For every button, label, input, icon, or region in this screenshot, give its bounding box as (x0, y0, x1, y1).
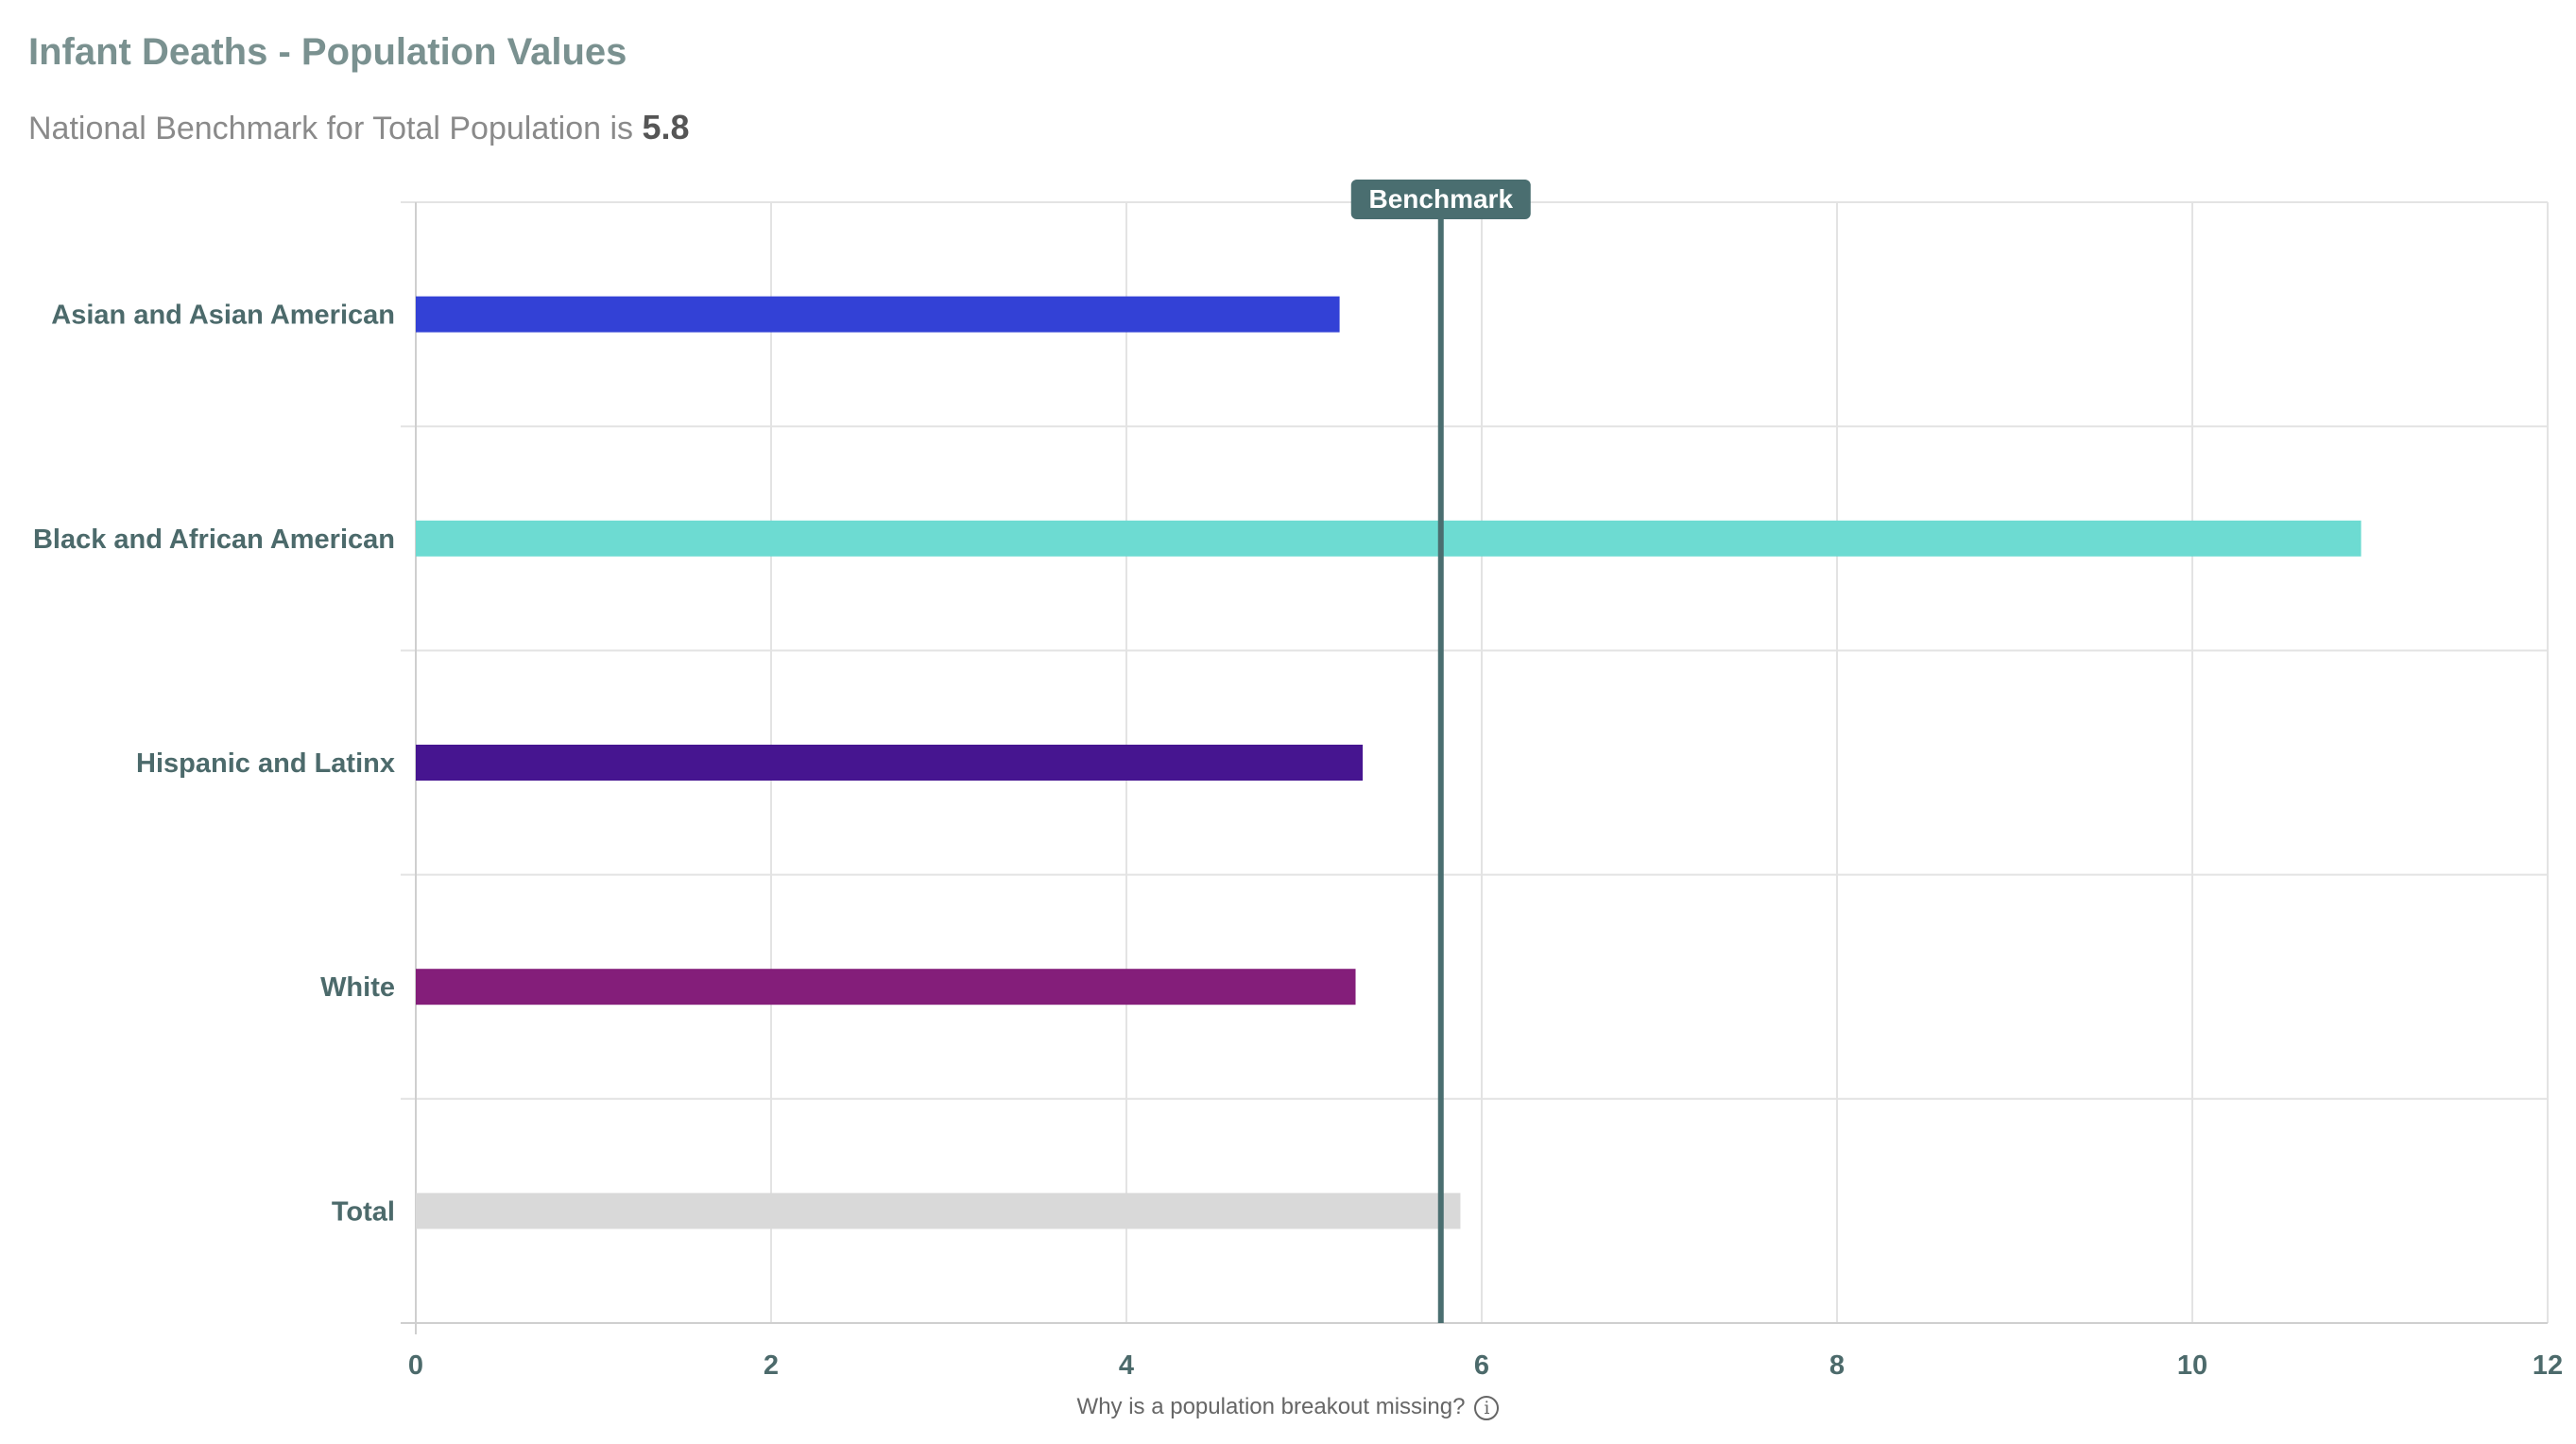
x-tick-label: 12 (2533, 1350, 2563, 1380)
bar (416, 520, 2361, 557)
subtitle-text: National Benchmark for Total Population … (28, 111, 634, 146)
chart-title: Infant Deaths - Population Values (28, 31, 627, 73)
x-tick-label: 2 (764, 1350, 779, 1380)
benchmark-label: Benchmark (1369, 184, 1514, 214)
x-tick-label: 6 (1474, 1350, 1489, 1380)
info-icon[interactable]: i (1474, 1395, 1500, 1420)
bar (416, 969, 1356, 1006)
x-tick-label: 4 (1119, 1350, 1134, 1380)
category-label: Hispanic and Latinx (136, 748, 395, 779)
bar (416, 745, 1364, 781)
bar (416, 1193, 1461, 1229)
x-tick-label: 0 (408, 1350, 423, 1380)
category-label: Black and African American (33, 524, 395, 555)
category-label: White (320, 972, 395, 1003)
benchmark-badge (1350, 180, 1531, 219)
category-label: Asian and Asian American (51, 301, 395, 331)
x-tick-label: 8 (1829, 1350, 1845, 1380)
x-tick-label: 10 (2177, 1350, 2207, 1380)
benchmark-value: 5.8 (642, 108, 690, 146)
missing-breakout-text[interactable]: Why is a population breakout missing? (1076, 1394, 1466, 1419)
chart-subtitle: National Benchmark for Total Population … (28, 102, 690, 154)
bar (416, 296, 1340, 333)
category-label: Total (332, 1196, 395, 1227)
missing-breakout-help[interactable]: Why is a population breakout missing? i (0, 1391, 2576, 1423)
bar-chart: Asian and Asian American Black and Africa… (33, 180, 2563, 1380)
